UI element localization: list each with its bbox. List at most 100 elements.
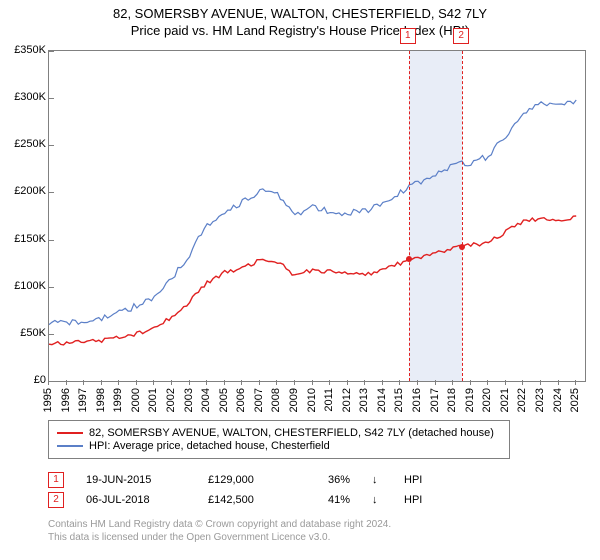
y-tick-mark bbox=[49, 240, 54, 241]
attribution-line1: Contains HM Land Registry data © Crown c… bbox=[48, 518, 391, 531]
chart-title-block: 82, SOMERSBY AVENUE, WALTON, CHESTERFIEL… bbox=[0, 0, 600, 38]
x-tick-label: 2009 bbox=[288, 388, 300, 412]
x-tick-label: 1999 bbox=[112, 388, 124, 412]
chart-plot-area bbox=[48, 50, 586, 382]
x-tick-label: 2001 bbox=[147, 388, 159, 412]
y-tick-mark bbox=[49, 51, 54, 52]
x-tick-mark bbox=[382, 380, 383, 385]
attribution-text: Contains HM Land Registry data © Crown c… bbox=[48, 518, 391, 544]
chart-title-line2: Price paid vs. HM Land Registry's House … bbox=[0, 23, 600, 38]
y-tick-mark bbox=[49, 98, 54, 99]
sale-point-marker bbox=[406, 256, 412, 262]
chart-title-line1: 82, SOMERSBY AVENUE, WALTON, CHESTERFIEL… bbox=[0, 6, 600, 21]
legend-row-hpi: HPI: Average price, detached house, Ches… bbox=[57, 440, 501, 452]
x-tick-mark bbox=[66, 380, 67, 385]
x-tick-mark bbox=[417, 380, 418, 385]
x-tick-label: 2010 bbox=[306, 388, 318, 412]
y-tick-label: £350K bbox=[2, 44, 46, 56]
x-tick-mark bbox=[347, 380, 348, 385]
legend-label-price-paid: 82, SOMERSBY AVENUE, WALTON, CHESTERFIEL… bbox=[89, 427, 494, 439]
sale-price-1: £129,000 bbox=[208, 474, 288, 486]
x-tick-mark bbox=[189, 380, 190, 385]
sale-suffix-2: HPI bbox=[404, 494, 434, 506]
y-tick-label: £100K bbox=[2, 280, 46, 292]
x-tick-mark bbox=[118, 380, 119, 385]
legend-label-hpi: HPI: Average price, detached house, Ches… bbox=[89, 440, 330, 452]
x-tick-mark bbox=[101, 380, 102, 385]
x-tick-label: 2014 bbox=[376, 388, 388, 412]
y-tick-mark bbox=[49, 145, 54, 146]
x-tick-mark bbox=[136, 380, 137, 385]
x-tick-mark bbox=[470, 380, 471, 385]
y-tick-mark bbox=[49, 381, 54, 382]
x-tick-mark bbox=[522, 380, 523, 385]
x-tick-mark bbox=[83, 380, 84, 385]
x-tick-label: 2004 bbox=[200, 388, 212, 412]
x-tick-mark bbox=[487, 380, 488, 385]
x-tick-label: 2008 bbox=[270, 388, 282, 412]
down-arrow-icon: ↓ bbox=[372, 494, 382, 506]
y-tick-mark bbox=[49, 287, 54, 288]
x-tick-label: 2005 bbox=[218, 388, 230, 412]
x-tick-mark bbox=[435, 380, 436, 385]
y-tick-mark bbox=[49, 334, 54, 335]
x-tick-mark bbox=[329, 380, 330, 385]
x-tick-label: 2003 bbox=[183, 388, 195, 412]
down-arrow-icon: ↓ bbox=[372, 474, 382, 486]
x-tick-label: 2017 bbox=[429, 388, 441, 412]
sale-date-1: 19-JUN-2015 bbox=[86, 474, 186, 486]
x-tick-label: 2000 bbox=[130, 388, 142, 412]
sale-date-2: 06-JUL-2018 bbox=[86, 494, 186, 506]
sale-marker-1: 1 bbox=[48, 472, 64, 488]
x-tick-mark bbox=[575, 380, 576, 385]
x-tick-label: 2012 bbox=[341, 388, 353, 412]
x-tick-label: 2002 bbox=[165, 388, 177, 412]
sale-row-2: 2 06-JUL-2018 £142,500 41% ↓ HPI bbox=[48, 492, 434, 508]
legend-swatch-hpi bbox=[57, 445, 83, 447]
legend-box: 82, SOMERSBY AVENUE, WALTON, CHESTERFIEL… bbox=[48, 420, 510, 459]
series-hpi bbox=[49, 100, 576, 325]
sale-price-2: £142,500 bbox=[208, 494, 288, 506]
x-tick-label: 2019 bbox=[464, 388, 476, 412]
x-tick-label: 2018 bbox=[446, 388, 458, 412]
attribution-line2: This data is licensed under the Open Gov… bbox=[48, 531, 391, 544]
x-tick-label: 1998 bbox=[95, 388, 107, 412]
y-tick-mark bbox=[49, 192, 54, 193]
x-tick-label: 2020 bbox=[481, 388, 493, 412]
x-tick-mark bbox=[540, 380, 541, 385]
x-tick-label: 2016 bbox=[411, 388, 423, 412]
chart-lines-svg bbox=[49, 51, 585, 381]
x-tick-label: 2022 bbox=[516, 388, 528, 412]
legend-row-price-paid: 82, SOMERSBY AVENUE, WALTON, CHESTERFIEL… bbox=[57, 427, 501, 439]
sale-row-1: 1 19-JUN-2015 £129,000 36% ↓ HPI bbox=[48, 472, 434, 488]
x-tick-mark bbox=[206, 380, 207, 385]
x-tick-mark bbox=[294, 380, 295, 385]
sale-vline-marker: 2 bbox=[453, 28, 469, 44]
x-tick-mark bbox=[241, 380, 242, 385]
sale-suffix-1: HPI bbox=[404, 474, 434, 486]
x-tick-label: 1996 bbox=[60, 388, 72, 412]
x-tick-label: 2011 bbox=[323, 388, 335, 412]
x-tick-label: 2006 bbox=[235, 388, 247, 412]
y-tick-label: £250K bbox=[2, 138, 46, 150]
legend-swatch-price-paid bbox=[57, 432, 83, 434]
x-tick-mark bbox=[48, 380, 49, 385]
y-tick-label: £0 bbox=[2, 374, 46, 386]
sale-pct-1: 36% bbox=[310, 474, 350, 486]
x-tick-mark bbox=[224, 380, 225, 385]
sale-vline-marker: 1 bbox=[400, 28, 416, 44]
x-tick-label: 2013 bbox=[358, 388, 370, 412]
x-tick-label: 2023 bbox=[534, 388, 546, 412]
y-tick-label: £300K bbox=[2, 91, 46, 103]
y-tick-label: £200K bbox=[2, 185, 46, 197]
x-tick-label: 2025 bbox=[569, 388, 581, 412]
y-tick-label: £150K bbox=[2, 233, 46, 245]
sale-pct-2: 41% bbox=[310, 494, 350, 506]
x-tick-mark bbox=[153, 380, 154, 385]
x-tick-mark bbox=[259, 380, 260, 385]
x-tick-mark bbox=[558, 380, 559, 385]
x-tick-label: 1997 bbox=[77, 388, 89, 412]
x-tick-mark bbox=[171, 380, 172, 385]
x-tick-mark bbox=[452, 380, 453, 385]
x-tick-mark bbox=[399, 380, 400, 385]
